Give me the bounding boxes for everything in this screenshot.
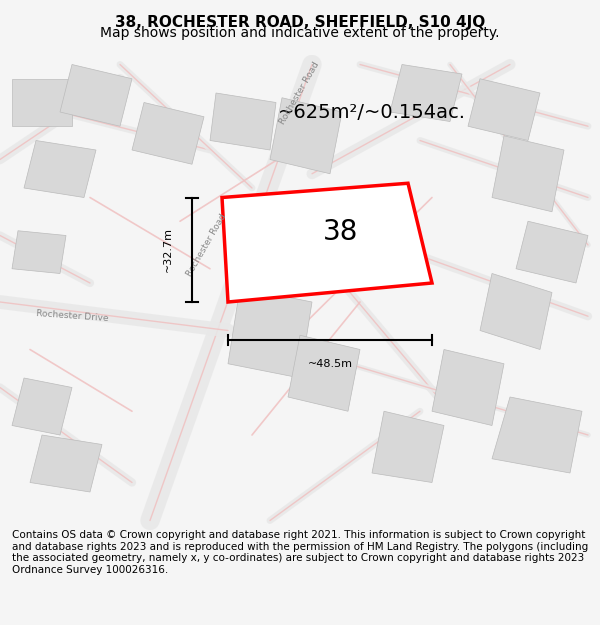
Text: Rochester Road: Rochester Road bbox=[278, 60, 322, 126]
Text: 38, ROCHESTER ROAD, SHEFFIELD, S10 4JQ: 38, ROCHESTER ROAD, SHEFFIELD, S10 4JQ bbox=[115, 16, 485, 31]
Polygon shape bbox=[288, 335, 360, 411]
Polygon shape bbox=[390, 64, 462, 121]
Polygon shape bbox=[480, 274, 552, 349]
Polygon shape bbox=[60, 64, 132, 126]
Polygon shape bbox=[468, 79, 540, 141]
Polygon shape bbox=[516, 221, 588, 283]
Text: Rochester Road: Rochester Road bbox=[185, 212, 229, 278]
Text: Contains OS data © Crown copyright and database right 2021. This information is : Contains OS data © Crown copyright and d… bbox=[12, 530, 588, 575]
Polygon shape bbox=[432, 349, 504, 426]
Polygon shape bbox=[132, 102, 204, 164]
Text: ~625m²/~0.154ac.: ~625m²/~0.154ac. bbox=[278, 102, 466, 121]
Polygon shape bbox=[492, 397, 582, 473]
Polygon shape bbox=[228, 288, 312, 378]
Text: 38: 38 bbox=[323, 218, 358, 246]
Text: Map shows position and indicative extent of the property.: Map shows position and indicative extent… bbox=[100, 26, 500, 39]
Text: ~32.7m: ~32.7m bbox=[163, 228, 173, 272]
Polygon shape bbox=[12, 79, 72, 126]
Text: Rochester Drive: Rochester Drive bbox=[35, 309, 109, 323]
Polygon shape bbox=[222, 183, 432, 302]
Polygon shape bbox=[270, 98, 342, 174]
Polygon shape bbox=[24, 141, 96, 198]
Polygon shape bbox=[12, 378, 72, 435]
Text: ~48.5m: ~48.5m bbox=[308, 359, 353, 369]
Polygon shape bbox=[372, 411, 444, 482]
Polygon shape bbox=[492, 136, 564, 212]
Polygon shape bbox=[210, 93, 276, 150]
Polygon shape bbox=[12, 231, 66, 274]
Polygon shape bbox=[30, 435, 102, 492]
